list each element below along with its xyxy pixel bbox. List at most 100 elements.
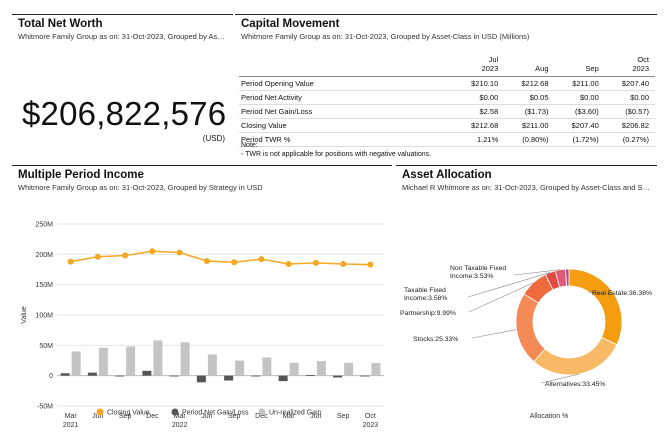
note-title: Note: [241, 142, 258, 149]
cell-value: $212.68 [454, 118, 505, 133]
net-worth-unit: (USD) [202, 134, 225, 143]
slice-label: Alternatives:33.45% [545, 381, 605, 388]
closing-value-line [70, 250, 371, 266]
bar-unrealized-gain [71, 351, 81, 376]
x-tick-label: Jun [201, 413, 212, 420]
column-header: Oct 2023 [604, 55, 655, 77]
x-tick-label: Sep [119, 413, 132, 420]
cell-value: $2.58 [454, 104, 505, 119]
cell-value: $210.10 [454, 76, 505, 91]
closing-value-point [312, 259, 319, 266]
closing-value-point [94, 253, 101, 260]
capital-movement-table: Jul 2023 Aug Sep Oct 2023 Period Opening V… [239, 55, 655, 147]
x-tick-label: Sep [337, 413, 350, 420]
bar-net-gain-loss [360, 375, 370, 377]
column-month: Jul [488, 55, 499, 64]
pie-slice [533, 336, 618, 376]
bar-unrealized-gain [262, 357, 272, 376]
column-header-blank [239, 55, 454, 77]
bar-net-gain-loss [224, 375, 234, 381]
cell-value: $212.68 [504, 76, 555, 91]
x-tick-label: Oct [365, 413, 376, 420]
column-header: Sep [554, 55, 605, 77]
bar-unrealized-gain [235, 360, 245, 376]
closing-value-point [176, 249, 183, 256]
bar-net-gain-loss [251, 375, 261, 377]
cell-value: $207.40 [554, 118, 605, 133]
pie-slice [515, 293, 546, 363]
slice-label: Taxable Fixed [404, 287, 446, 294]
cell-value: ($0.57) [604, 104, 655, 119]
x-tick-label: Mar [174, 413, 187, 420]
net-worth-value: $206,822,576 [22, 95, 227, 132]
x-tick-label: 2023 [363, 422, 379, 429]
closing-value-point [231, 259, 238, 266]
x-tick-label: Jun [310, 413, 321, 420]
column-header: Jul 2023 [454, 55, 505, 77]
bar-unrealized-gain [289, 362, 299, 376]
table-row: Period Net Gain/Loss $2.58 ($1.73) ($3.6… [239, 104, 655, 119]
legend-label: Closing Value [107, 410, 150, 417]
cell-value: $207.40 [604, 76, 655, 91]
column-month: Aug [535, 64, 549, 73]
bar-net-gain-loss [169, 375, 179, 377]
closing-value-point [149, 248, 156, 255]
leader-line [513, 269, 561, 276]
closing-value-point [340, 261, 347, 268]
closing-value-point [367, 261, 374, 268]
cell-value: $0.00 [454, 90, 505, 105]
closing-value-point [285, 261, 292, 268]
bar-net-gain-loss [87, 372, 97, 376]
bar-net-gain-loss [60, 373, 70, 376]
cell-value: ($3.60) [554, 104, 605, 119]
allocation-title: Asset Allocation [402, 169, 492, 181]
x-tick-label: Sep [228, 413, 241, 420]
closing-value-point [203, 258, 210, 265]
x-tick-label: Dec [146, 413, 159, 420]
y-tick-label: 200M [35, 252, 53, 259]
row-label: Period Net Activity [239, 90, 454, 105]
cell-value: $211.00 [504, 118, 555, 133]
bar-unrealized-gain [316, 361, 326, 376]
slice-label: Income:3.58% [404, 295, 447, 302]
row-label: Closing Value [239, 118, 454, 133]
leader-line [540, 373, 580, 384]
total-net-worth-panel: Total Net Worth Whitmore Family Group as… [12, 14, 233, 161]
legend-marker [96, 408, 104, 416]
column-year: 2023 [481, 64, 499, 73]
legend-label: Un-realized Gain [269, 410, 322, 417]
x-tick-label: 2021 [63, 422, 79, 429]
slice-label: Stocks:25.33% [413, 336, 458, 343]
bar-unrealized-gain [207, 354, 217, 376]
column-year: 2023 [632, 64, 649, 73]
slice-label: Partnership:9.99% [400, 310, 456, 317]
bar-unrealized-gain [371, 362, 381, 376]
bar-unrealized-gain [98, 347, 108, 376]
multiple-period-income-panel: Multiple Period Income Whitmore Family G… [12, 165, 392, 429]
x-axis-label: Allocation % [530, 413, 569, 420]
cell-value: (1.72%) [554, 132, 605, 147]
cell-value: 1.21% [454, 132, 505, 147]
cell-value: $211.00 [554, 76, 605, 91]
column-month: Oct [637, 55, 649, 64]
y-tick-label: 50M [39, 343, 53, 350]
y-tick-label: 100M [35, 313, 53, 320]
asset-allocation-panel: Asset Allocation Michael R Whitmore as o… [396, 165, 657, 428]
closing-value-point [122, 252, 129, 259]
leader-line [587, 291, 614, 294]
capital-movement-subtitle: Whitmore Family Group as on: 31-Oct-2023… [241, 32, 530, 41]
row-label: Period Net Gain/Loss [239, 104, 454, 119]
allocation-chart: Real Estate:36.38% Alternatives:33.45% Sto… [400, 265, 652, 420]
x-tick-label: Jun [92, 413, 103, 420]
slice-label: Real Estate:36.38% [592, 290, 652, 297]
slice-label: Non Taxable Fixed [450, 265, 506, 272]
x-tick-label: Dec [255, 413, 268, 420]
cell-value: ($1.73) [504, 104, 555, 119]
income-title: Multiple Period Income [18, 169, 144, 181]
y-axis-label: Value [21, 306, 28, 323]
x-tick-label: Mar [65, 413, 78, 420]
y-tick-label: 0 [49, 373, 53, 380]
pie-slice [565, 268, 570, 287]
cell-value: $0.00 [554, 90, 605, 105]
legend-marker [258, 408, 266, 416]
